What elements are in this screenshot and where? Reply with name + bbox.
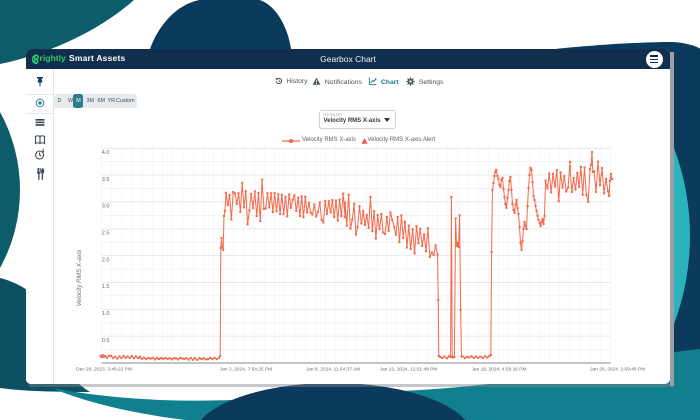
svg-text:Velocity RMS X-axis: Velocity RMS X-axis — [76, 249, 83, 307]
svg-text:3.0: 3.0 — [102, 204, 110, 210]
svg-text:3.5: 3.5 — [102, 177, 110, 183]
svg-text:1.5: 1.5 — [102, 284, 110, 290]
svg-text:2.0: 2.0 — [102, 257, 110, 263]
svg-text:Jan 18, 2024, 4:56:16 PM: Jan 18, 2024, 4:56:16 PM — [472, 367, 527, 373]
svg-text:Jan 13, 2024, 12:51:48 PM: Jan 13, 2024, 12:51:48 PM — [380, 367, 438, 373]
svg-text:0.5: 0.5 — [102, 338, 110, 344]
svg-text:Dec 29, 2023, 3:46:22 PM: Dec 29, 2023, 3:46:22 PM — [76, 367, 132, 373]
svg-text:1.0: 1.0 — [102, 311, 110, 317]
svg-text:Jan 29, 2024, 2:59:48 PM: Jan 29, 2024, 2:59:48 PM — [590, 367, 645, 373]
svg-text:4.0: 4.0 — [102, 150, 110, 156]
svg-text:Jan 8, 2024, 11:54:37 AM: Jan 8, 2024, 11:54:37 AM — [306, 367, 360, 373]
svg-text:Jan 3, 2024, 7:54:25 PM: Jan 3, 2024, 7:54:25 PM — [220, 367, 272, 373]
svg-text:2.5: 2.5 — [102, 231, 110, 237]
